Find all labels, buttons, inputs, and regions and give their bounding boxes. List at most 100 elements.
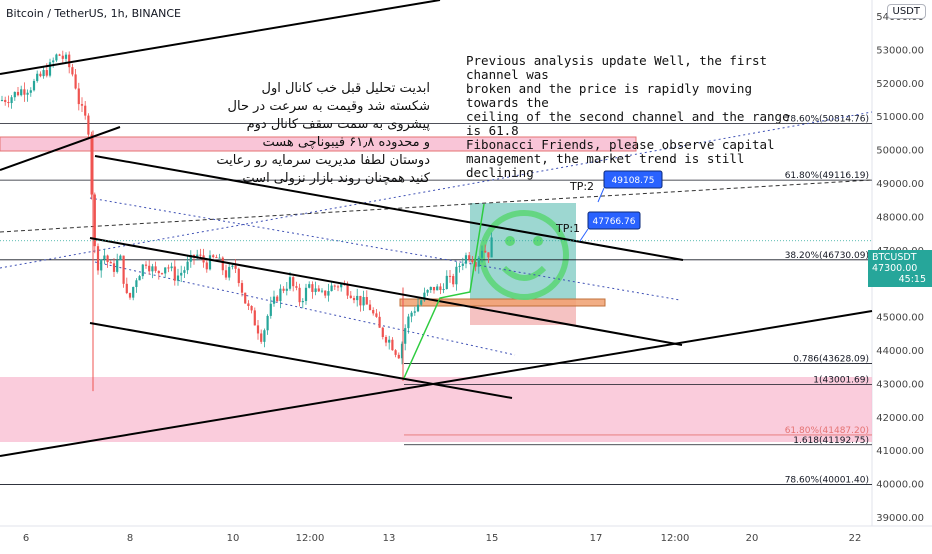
trend-lines [0,0,873,457]
rising-support-line [0,310,873,457]
price-tick-label: 49000.00 [876,179,924,190]
top-trend-line [0,0,441,75]
candle-body [77,88,80,105]
tp1-callout[interactable]: 47766.76 [579,211,641,242]
candle-body [144,264,148,266]
candle-body [471,259,474,263]
english-analysis-note: Previous analysis update Well, the first… [466,53,790,180]
candle-body [426,289,429,293]
candle-body [154,266,157,271]
candle-body [416,304,420,312]
candle-body [157,270,160,274]
candle-body [320,290,324,292]
fib-levels: 78.60%(50814.76) 61.80%(49116.19) 38.20%(4… [0,114,872,486]
fib-level-label: 78.60%(40001.40) [785,476,869,486]
candle-body [7,102,10,104]
candle-body [205,262,208,270]
last-price-badge: BTCUSDT 47300.00 45:15 [868,250,932,287]
candle-body [48,62,52,76]
candle-body [141,264,144,277]
projection-path [403,203,485,379]
candle-body [32,80,36,91]
candle-body [276,296,279,302]
tp1-label: TP:1 [555,222,580,235]
candle-body [151,266,154,272]
candle-body [375,313,378,317]
tp2-label: TP:2 [569,180,594,193]
candle-body [452,276,455,285]
candle-body [352,297,356,301]
candle-body [237,268,240,284]
candle-body [474,262,477,267]
candle-body [116,260,119,272]
time-tick-label: 22 [849,533,862,544]
candle-body [16,91,20,96]
time-tick-label: 12:00 [661,533,690,544]
time-axis-labels: 6 8 10 12:00 13 15 17 12:00 20 22 [23,533,862,544]
candle-body [404,328,407,344]
candle-body [71,67,74,75]
candle-body [128,293,132,298]
price-tick-label: 41000.00 [876,446,924,457]
candle-body [423,292,426,301]
candle-body [359,295,362,306]
candle-body [269,303,272,316]
candle-body [122,255,125,284]
candle-body [455,266,458,285]
candle-body [26,92,29,95]
price-tick-label: 50000.00 [876,146,924,157]
candle-body [196,254,199,258]
candle-body [288,277,292,289]
candles [0,50,493,392]
time-tick-label: 17 [590,533,603,544]
price-tick-label: 53000.00 [876,45,924,56]
candle-body [330,285,333,292]
price-tick-label: 45000.00 [876,313,924,324]
candle-body [458,265,461,267]
candle-body [148,265,151,272]
candle-body [167,267,170,269]
channel-mid-line [89,237,683,346]
fib-level-label: 0.786(43628.09) [793,354,869,364]
candle-body [477,257,480,267]
candle-body [311,284,314,292]
candle-body [164,267,167,274]
candle-body [279,288,282,302]
tp2-callout[interactable]: 49108.75 [597,170,663,203]
candle-body [391,339,394,351]
candle-body [272,296,276,304]
candle-body [362,297,365,306]
candle-body [80,104,84,106]
orange-entry-zone [399,298,606,307]
price-tick-label: 40000.00 [876,480,924,491]
time-tick-label: 13 [383,533,396,544]
candle-body [106,255,109,263]
candle-body [400,343,404,359]
candle-body [52,60,55,63]
candle-body [448,275,452,277]
candle-body [304,287,308,301]
candle-body [170,266,173,269]
candle-body [39,73,42,77]
candle-body [394,350,397,355]
price-tick-label: 44000.00 [876,346,924,357]
price-tick-label: 51000.00 [876,112,924,123]
candle-body [138,276,141,281]
candle-body [365,297,368,305]
tp1-callout-text: 47766.76 [593,217,636,227]
price-tick-label: 48000.00 [876,212,924,223]
candle-body [234,265,237,269]
candle-body [224,270,228,278]
candle-body [378,316,381,328]
candle-body [160,273,164,275]
candle-body [199,254,202,256]
candle-body [314,288,317,292]
currency-button[interactable]: USDT [886,4,926,19]
time-tick-label: 6 [23,533,29,544]
candle-body [84,105,87,116]
dashed-trend-line [0,179,873,233]
candle-body [413,311,416,313]
smiley-right-eye [533,236,543,246]
